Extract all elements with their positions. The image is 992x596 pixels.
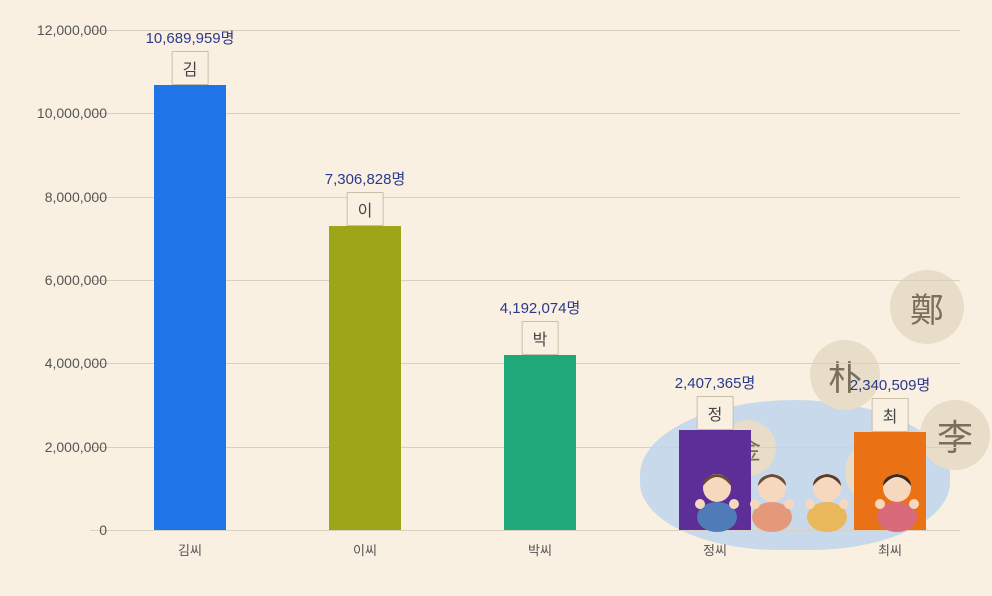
decoration-person	[870, 462, 924, 532]
bar	[504, 355, 576, 530]
bar-badge: 정	[697, 396, 734, 430]
bar-value-label: 10,689,959명	[146, 27, 235, 48]
bar-badge: 박	[522, 321, 559, 355]
x-axis-category-label: 이씨	[353, 540, 377, 559]
bar-badge: 김	[172, 51, 209, 85]
y-axis-tick-label: 6,000,000	[7, 272, 107, 288]
bar-value-label: 2,407,365명	[675, 372, 756, 393]
bar-value-label: 2,340,509명	[850, 374, 931, 395]
bar-value-label: 4,192,074명	[500, 297, 581, 318]
y-axis-tick-label: 4,000,000	[7, 355, 107, 371]
chart-plot-area	[90, 30, 960, 530]
y-axis-tick-label: 8,000,000	[7, 189, 107, 205]
bar	[329, 226, 401, 530]
x-axis-category-label: 정씨	[703, 540, 727, 559]
decoration-person	[800, 462, 854, 532]
y-axis-tick-label: 10,000,000	[7, 105, 107, 121]
y-axis-tick-label: 12,000,000	[7, 22, 107, 38]
bar	[154, 85, 226, 530]
x-axis-category-label: 박씨	[528, 540, 552, 559]
y-axis-tick-label: 2,000,000	[7, 439, 107, 455]
y-axis-tick-label: 0	[7, 522, 107, 538]
bar-value-label: 7,306,828명	[325, 168, 406, 189]
bar-badge: 최	[872, 398, 909, 432]
bar-badge: 이	[347, 192, 384, 226]
decoration-person	[690, 462, 744, 532]
x-axis-category-label: 최씨	[878, 540, 902, 559]
decoration-person	[745, 462, 799, 532]
x-axis-category-label: 김씨	[178, 540, 202, 559]
